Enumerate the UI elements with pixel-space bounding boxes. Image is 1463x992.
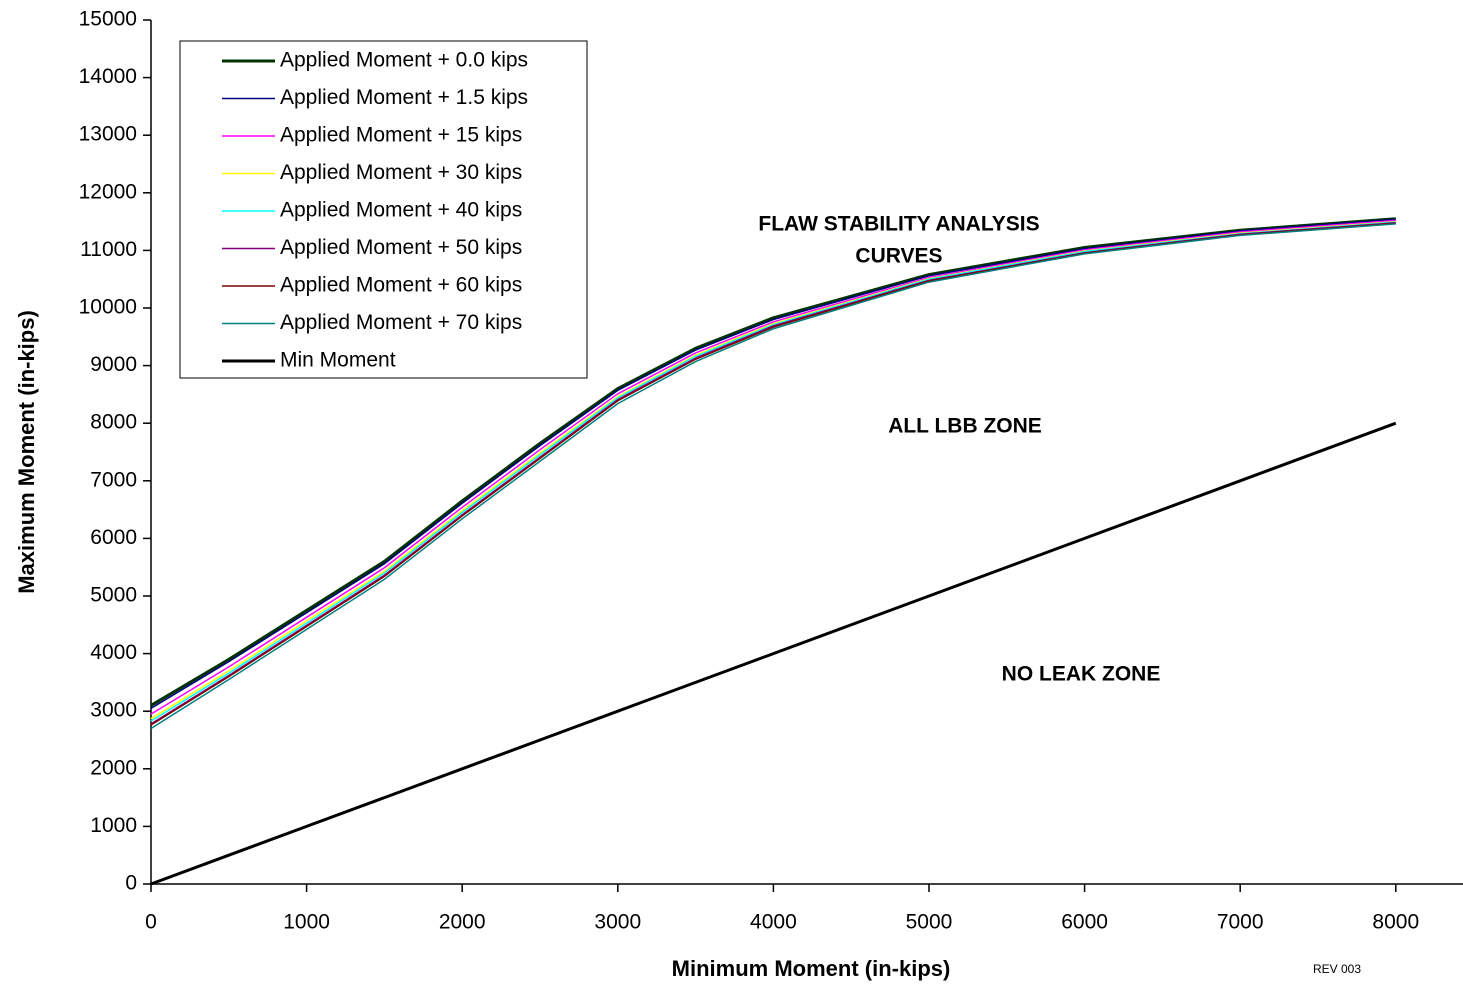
y-tick-label: 13000 [79,123,137,146]
y-tick-label: 9000 [90,353,137,376]
y-tick-label: 3000 [90,699,137,722]
y-tick-label: 5000 [90,584,137,607]
legend-label: Applied Moment + 60 kips [280,274,522,297]
x-tick-label: 3000 [594,911,641,934]
annotation: REV 003 [1313,962,1361,976]
series-line [150,421,1397,886]
legend-label: Applied Moment + 70 kips [280,311,522,334]
y-tick-label: 1000 [90,814,137,837]
y-tick-label: 6000 [90,526,137,549]
x-tick-label: 4000 [750,911,797,934]
annotation: FLAW STABILITY ANALYSIS [758,213,1039,236]
series-line [150,223,1396,730]
legend-label: Applied Moment + 30 kips [280,161,522,184]
y-axis-label: Maximum Moment (in-kips) [14,310,39,594]
y-tick-label: 0 [125,872,137,895]
annotation: ALL LBB ZONE [888,415,1042,438]
y-tick-label: 10000 [79,296,137,319]
x-tick-label: 1000 [283,911,330,934]
legend-label: Min Moment [280,349,396,372]
series-line [150,221,1396,722]
annotation: CURVES [855,245,942,268]
annotation: NO LEAK ZONE [1002,663,1161,686]
x-tick-label: 7000 [1217,911,1264,934]
y-tick-label: 14000 [79,65,137,88]
y-tick-label: 11000 [80,238,137,261]
legend-label: Applied Moment + 1.5 kips [280,86,528,109]
x-tick-label: 6000 [1061,911,1108,934]
x-axis-label: Minimum Moment (in-kips) [672,956,951,981]
series-line [150,218,1396,709]
legend-label: Applied Moment + 50 kips [280,236,522,259]
y-tick-label: 7000 [90,468,137,491]
legend-box [179,40,588,379]
x-tick-label: 5000 [906,911,953,934]
x-tick-label: 8000 [1372,911,1419,934]
x-tick-label: 2000 [439,911,486,934]
legend-label: Applied Moment + 40 kips [280,199,522,222]
y-tick-label: 2000 [90,756,137,779]
y-tick-label: 15000 [79,8,137,31]
legend-label: Applied Moment + 15 kips [280,124,522,147]
legend-label: Applied Moment + 0.0 kips [280,49,528,72]
y-tick-label: 4000 [90,641,137,664]
series-line [150,217,1396,707]
x-tick-label: 0 [145,911,157,934]
y-tick-label: 12000 [79,180,137,203]
y-tick-label: 8000 [90,411,137,434]
series-line [150,219,1396,715]
